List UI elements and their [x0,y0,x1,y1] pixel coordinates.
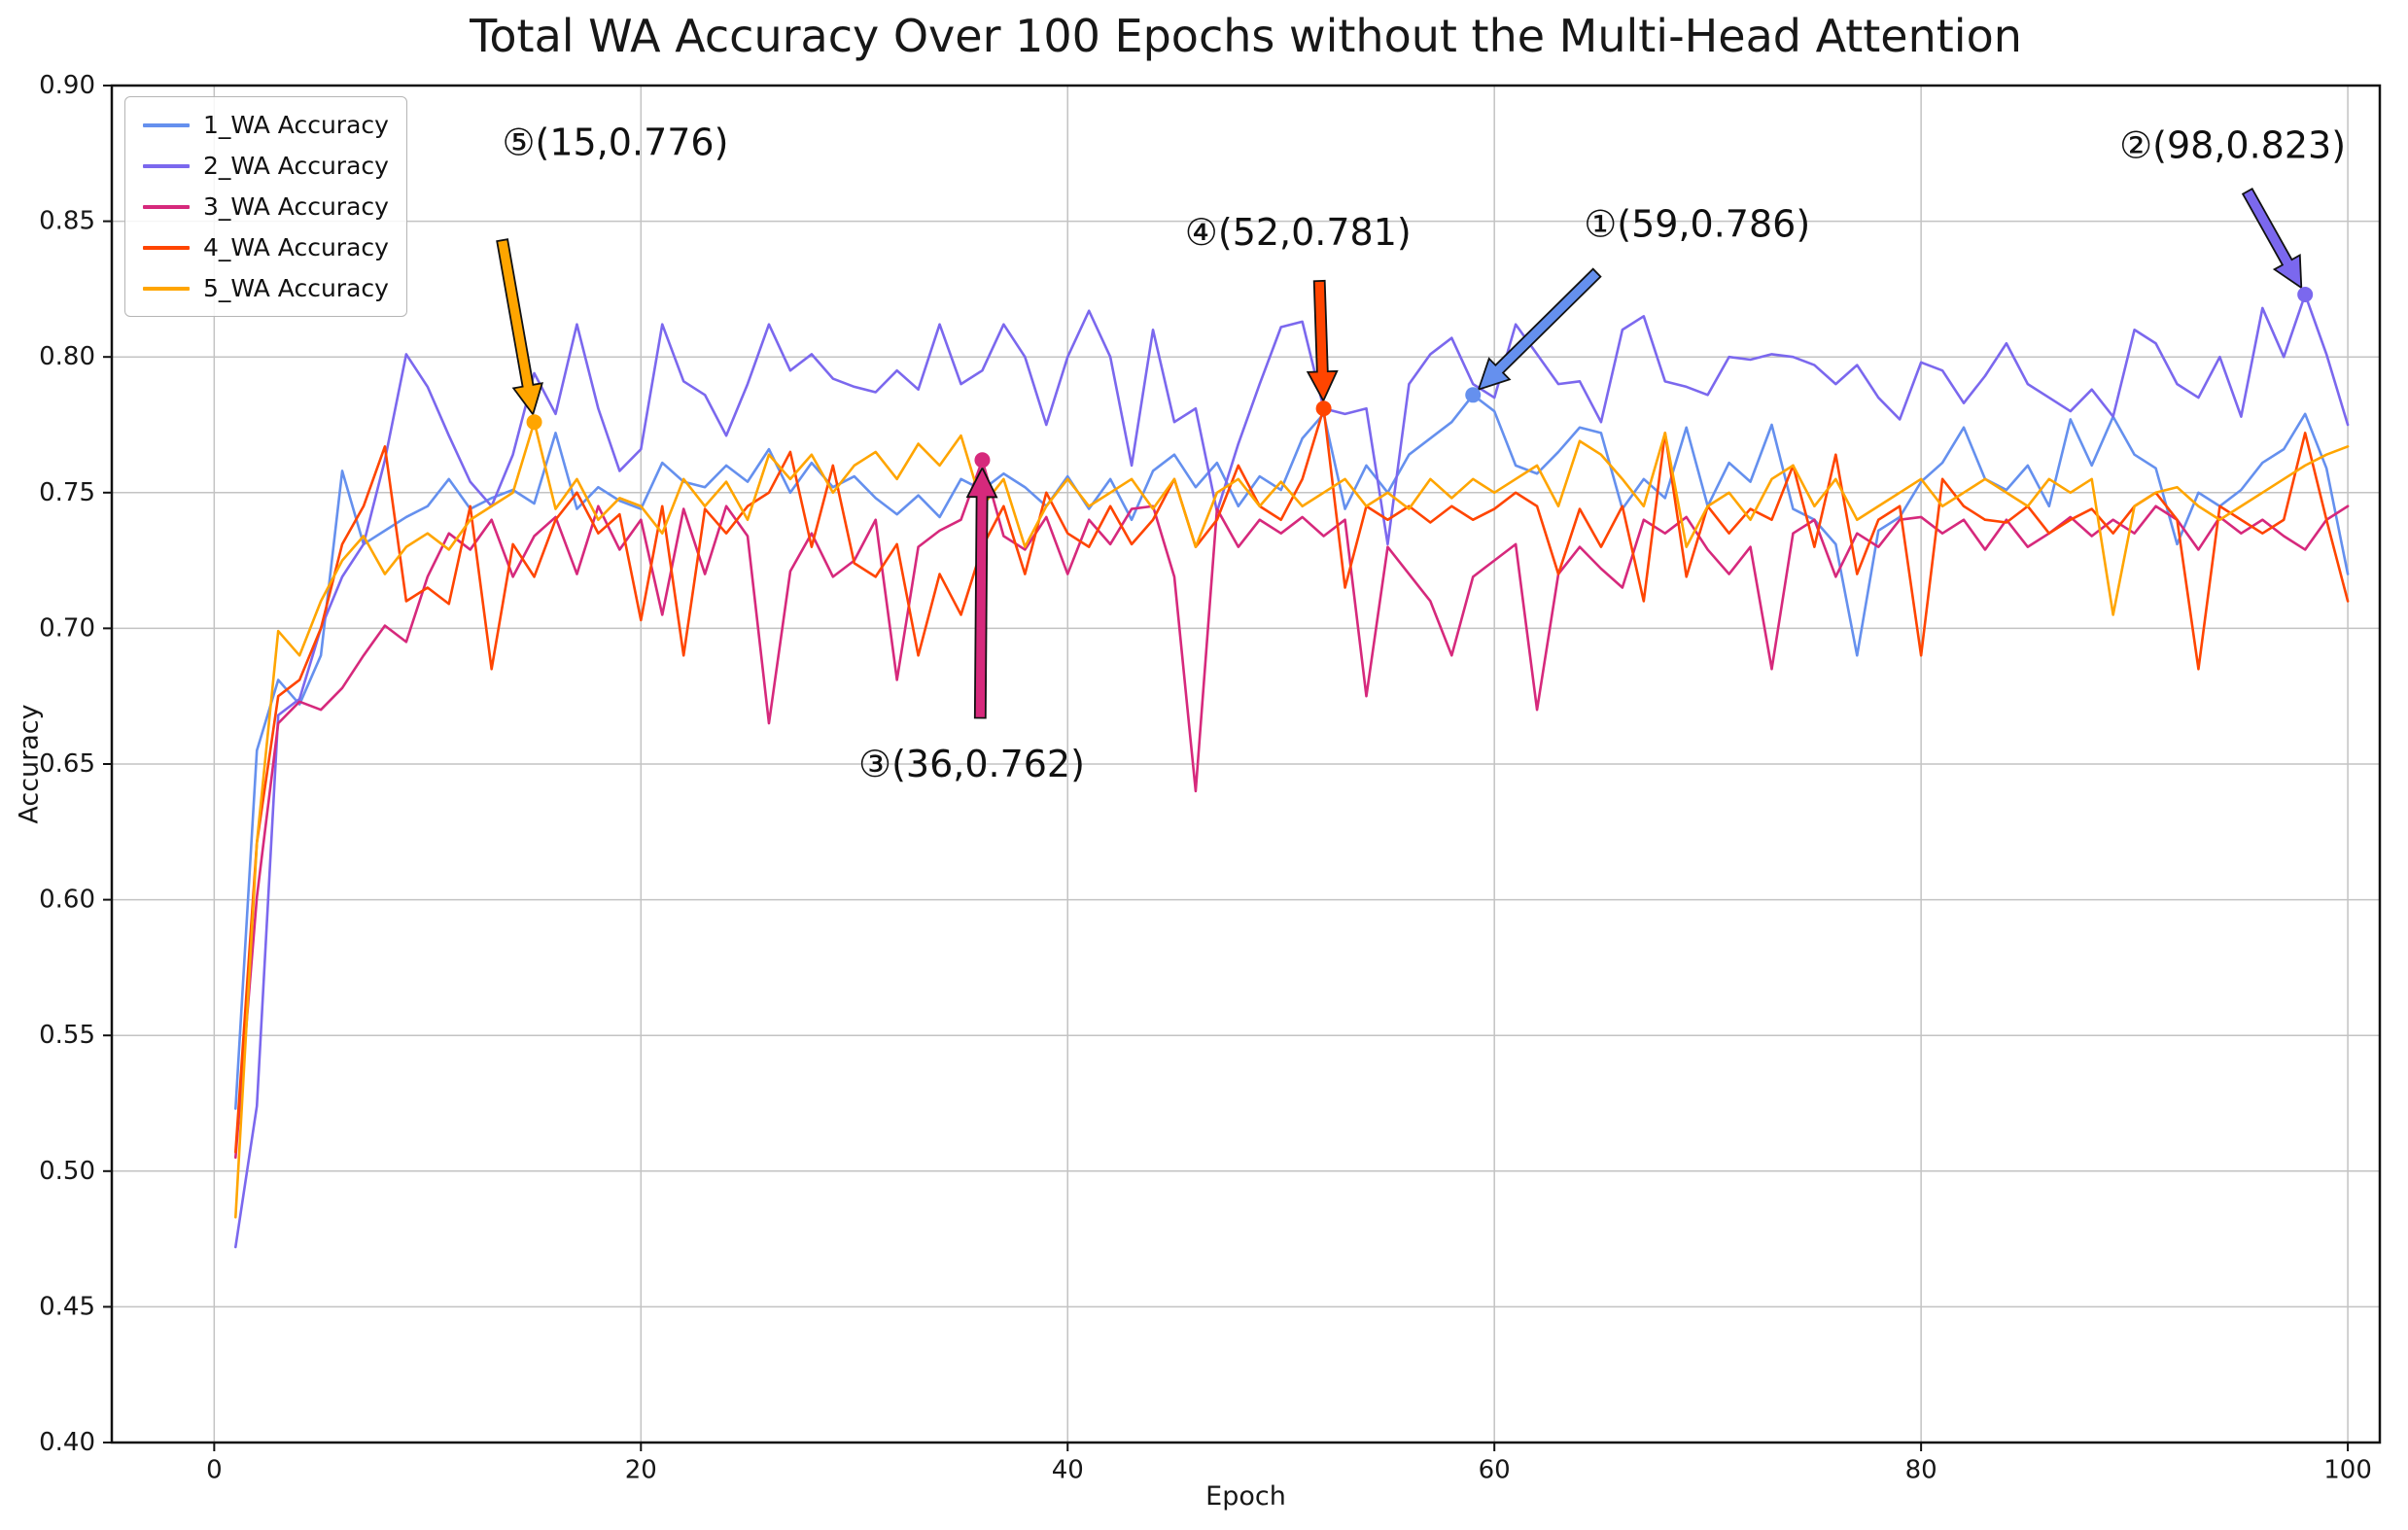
legend-label: 2_WA Accuracy [203,152,389,180]
annotation-marker-1 [1465,387,1482,403]
annotation-arrow [2241,187,2303,290]
x-tick-label: 0 [206,1455,223,1484]
y-tick-label: 0.65 [39,749,95,779]
x-tick-label: 100 [2323,1455,2372,1484]
annotation-marker-2 [2297,286,2314,302]
annotation-marker-4 [1315,400,1332,417]
x-tick-label: 60 [1479,1455,1511,1484]
legend-item-1: 1_WA Accuracy [143,111,389,139]
x-tick-label: 20 [625,1455,657,1484]
annotation-marker-5 [526,414,542,431]
y-tick-label: 0.40 [39,1428,95,1457]
y-tick-label: 0.50 [39,1157,95,1186]
legend-line-swatch [143,122,190,127]
x-axis-label: Epoch [1205,1481,1286,1512]
y-tick-label: 0.70 [39,613,95,643]
legend-label: 5_WA Accuracy [203,274,389,302]
annotation-arrow [496,238,543,417]
legend-line-swatch [143,245,190,250]
legend-line-swatch [143,286,190,291]
annotation-arrow [1477,267,1602,392]
legend-label: 4_WA Accuracy [203,233,389,261]
legend-label: 1_WA Accuracy [203,111,389,139]
grid [112,85,2380,1443]
x-tick-label: 80 [1905,1455,1937,1484]
series-line-5 [233,420,2350,1219]
y-tick-label: 0.55 [39,1021,95,1050]
series-line-2 [233,293,2350,1249]
x-tick-label: 40 [1052,1455,1084,1484]
y-tick-label: 0.80 [39,342,95,371]
annotation-label-2: ②(98,0.823) [2119,123,2346,166]
legend-item-2: 2_WA Accuracy [143,152,389,180]
annotation-arrow [965,466,998,719]
annotations: ①(59,0.786) ②(98,0.823) ③(36,0.762) ④(52,0.… [496,122,2346,785]
legend: 1_WA Accuracy 2_WA Accuracy 3_WA Accuracy 4… [124,96,407,317]
y-tick-label: 0.75 [39,478,95,507]
y-tick-label: 0.60 [39,886,95,915]
axis-ticks: 0 20 40 60 80 100 0.40 0.45 0.50 0.55 0.60 0.65 0.70… [39,71,2372,1484]
annotation-label-3: ③(36,0.762) [858,743,1085,785]
axes-frame [110,84,2382,1444]
annotation-arrow [1306,279,1339,403]
legend-item-5: 5_WA Accuracy [143,274,389,302]
legend-line-swatch [143,204,190,209]
annotation-label-4: ④(52,0.781) [1185,211,1412,254]
series-line-4 [233,406,2350,1154]
annotation-label-5: ⑤(15,0.776) [502,122,728,164]
series-lines [233,293,2350,1249]
y-tick-label: 0.85 [39,207,95,236]
legend-item-4: 4_WA Accuracy [143,233,389,261]
annotation-label-1: ①(59,0.786) [1584,202,1810,245]
annotation-marker-3 [974,452,991,469]
legend-line-swatch [143,163,190,168]
series-line-3 [233,458,2350,1160]
legend-item-3: 3_WA Accuracy [143,192,389,221]
y-tick-label: 0.45 [39,1292,95,1321]
chart-title: Total WA Accuracy Over 100 Epochs withou… [470,10,2022,62]
y-tick-label: 0.90 [39,71,95,100]
legend-label: 3_WA Accuracy [203,192,389,221]
